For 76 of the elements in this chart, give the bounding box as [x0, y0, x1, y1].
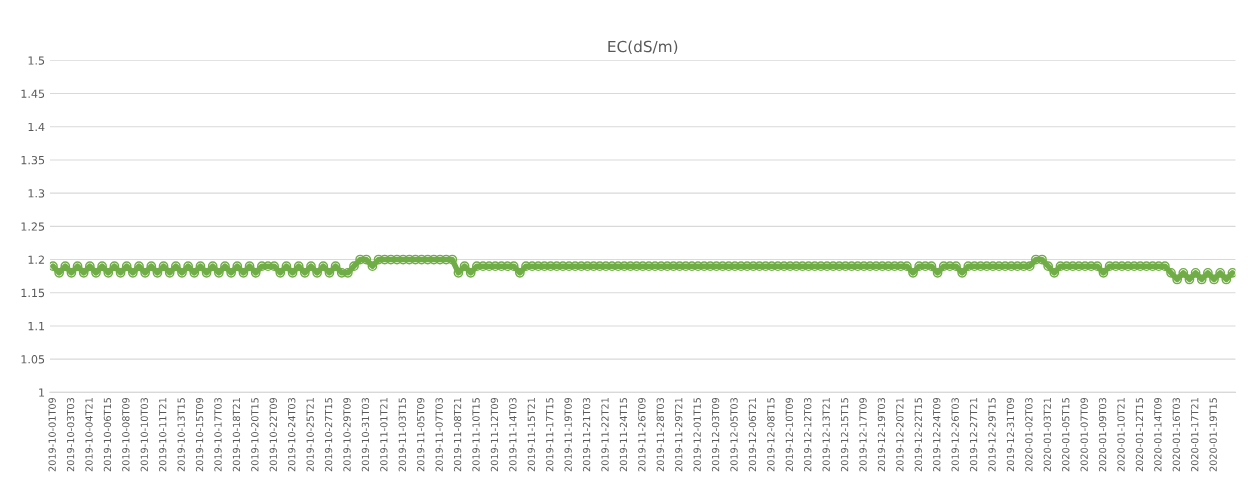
x-tick-label: 2019-10-29T09 [343, 397, 351, 472]
x-tick-label: 2019-12-26T03 [951, 397, 959, 472]
x-tick-label: 2019-12-08T15 [767, 398, 775, 472]
x-tick-label: 2019-11-22T21 [601, 398, 609, 472]
x-tick-label: 2019-10-18T21 [232, 398, 241, 472]
x-tick-label: 2019-12-15T15 [840, 398, 849, 472]
x-tick-label: 2020-01-19T15 [1209, 398, 1217, 472]
x-tick-label: 2019-10-11T21 [159, 398, 167, 472]
x-tick-label: 2019-11-28T03 [656, 397, 664, 472]
y-tick-label: 1.05 [21, 355, 45, 364]
x-tick-label: 2019-12-31T09 [1006, 397, 1015, 472]
x-tick-label: 2020-01-14T09 [1154, 397, 1162, 472]
x-tick-label: 2019-12-27T21 [969, 398, 978, 472]
y-tick-label: 1.4 [28, 122, 45, 131]
x-tick-label: 2019-10-03T03 [66, 397, 75, 472]
x-tick-label: 2019-12-19T03 [877, 397, 886, 472]
x-tick-label: 2019-10-06T15 [103, 398, 112, 472]
x-tick-label: 2020-01-02T03 [1025, 397, 1033, 472]
chart-title: EC(dS/m) [608, 40, 678, 55]
y-tick-label: 1.5 [28, 56, 45, 65]
x-tick-label: 2019-10-01T09 [48, 397, 56, 472]
x-tick-label: 2019-10-31T03 [361, 397, 370, 472]
x-tick-label: 2019-12-17T09 [859, 397, 867, 472]
x-tick-label: 2019-12-03T09 [711, 397, 720, 472]
x-tick-label: 2020-01-17T21 [1191, 398, 1199, 472]
x-tick-label: 2019-12-24T09 [933, 397, 941, 472]
x-tick-label: 2020-01-07T09 [1080, 397, 1088, 472]
x-tick-label: 2019-12-22T15 [914, 398, 922, 472]
x-tick-label: 2019-10-17T03 [214, 397, 222, 472]
y-tick-label: 1.15 [21, 288, 45, 298]
x-tick-label: 2020-01-16T03 [1172, 397, 1180, 472]
y-tick-label: 1.45 [21, 89, 45, 98]
y-tick-label: 1.3 [28, 189, 45, 198]
y-tick-label: 1 [39, 388, 45, 397]
x-tick-label: 2019-12-12T03 [804, 397, 812, 472]
x-tick-label: 2019-10-24T03 [288, 397, 296, 472]
x-tick-label: 2020-01-05T15 [1062, 398, 1070, 472]
x-tick-label: 2019-12-10T09 [785, 397, 793, 472]
x-tick-label: 2019-12-06T21 [748, 398, 757, 472]
y-tick-label: 1.35 [21, 155, 45, 165]
x-tick-label: 2019-10-04T21 [85, 398, 93, 472]
x-tick-label: 2019-10-27T15 [324, 398, 333, 472]
x-tick-label: 2019-11-14T03 [509, 397, 517, 472]
x-tick-label: 2019-10-20T15 [251, 398, 259, 472]
x-tick-label: 2019-11-01T21 [380, 398, 388, 472]
x-tick-label: 2019-12-01T15 [693, 398, 701, 472]
x-tick-label: 2019-10-08T09 [122, 397, 130, 472]
x-tick-label: 2019-11-10T15 [472, 398, 480, 472]
x-tick-label: 2019-11-24T15 [619, 398, 628, 472]
y-tick-label: 1.1 [28, 322, 45, 331]
x-tick-label: 2019-12-29T15 [988, 398, 996, 472]
x-tick-label: 2019-12-13T21 [822, 398, 830, 472]
x-tick-label: 2020-01-10T21 [1117, 398, 1125, 472]
x-tick-label: 2019-11-26T09 [638, 397, 646, 472]
x-tick-label: 2019-11-15T21 [527, 398, 535, 472]
x-tick-label: 2019-11-12T09 [490, 397, 499, 472]
x-tick-label: 2020-01-09T03 [1098, 397, 1107, 472]
x-tick-label: 2019-11-03T15 [398, 398, 406, 472]
x-tick-label: 2020-01-12T15 [1135, 398, 1144, 472]
x-tick-label: 2019-11-29T21 [675, 398, 683, 472]
x-tick-label: 2019-12-05T03 [730, 397, 738, 472]
y-tick-label: 1.25 [21, 222, 45, 231]
x-tick-label: 2019-10-15T09 [195, 397, 204, 472]
x-tick-label: 2019-12-20T21 [896, 398, 904, 472]
x-tick-label: 2019-11-17T15 [546, 398, 554, 472]
x-tick-label: 2019-10-10T03 [140, 397, 148, 472]
x-tick-label: 2019-11-08T21 [453, 398, 462, 472]
y-tick-label: 1.2 [28, 255, 44, 264]
x-tick-label: 2019-11-07T03 [435, 397, 443, 472]
x-tick-label: 2019-11-19T09 [564, 397, 572, 472]
x-tick-label: 2019-11-05T09 [417, 397, 425, 472]
x-tick-label: 2019-10-13T15 [177, 398, 185, 472]
x-tick-label: 2020-01-03T21 [1043, 398, 1051, 472]
x-tick-label: 2019-10-22T09 [269, 397, 277, 472]
x-tick-label: 2019-10-25T21 [306, 398, 314, 472]
x-tick-label: 2019-11-21T03 [582, 397, 591, 472]
